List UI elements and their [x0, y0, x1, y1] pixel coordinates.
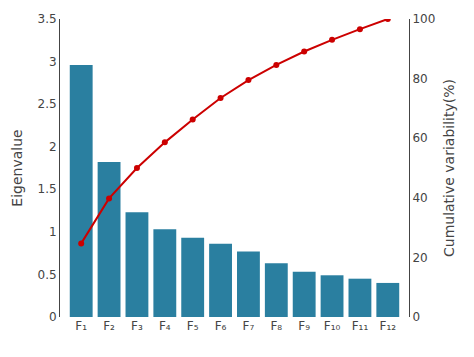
svg-text:F₆: F₆ [215, 319, 227, 333]
svg-text:0: 0 [412, 310, 420, 324]
svg-text:F₃: F₃ [131, 319, 143, 333]
svg-text:F₄: F₄ [159, 319, 171, 333]
svg-text:F₈: F₈ [270, 319, 282, 333]
svg-text:2.5: 2.5 [38, 97, 57, 111]
svg-text:F₉: F₉ [298, 319, 310, 333]
svg-text:2: 2 [49, 140, 57, 154]
svg-text:0.5: 0.5 [38, 268, 57, 282]
svg-text:F₇: F₇ [243, 319, 255, 333]
svg-text:60: 60 [412, 131, 427, 145]
svg-text:100: 100 [412, 12, 435, 26]
svg-text:Eigenvalue: Eigenvalue [9, 129, 25, 206]
svg-text:3: 3 [49, 55, 57, 69]
svg-text:F₂: F₂ [103, 319, 115, 333]
svg-text:F₁: F₁ [75, 319, 87, 333]
svg-text:1: 1 [49, 225, 57, 239]
svg-text:1.5: 1.5 [38, 182, 57, 196]
svg-text:F₁₁: F₁₁ [352, 319, 369, 333]
svg-text:0: 0 [49, 310, 57, 324]
svg-text:80: 80 [412, 72, 427, 86]
svg-text:F₁₂: F₁₂ [380, 319, 397, 333]
svg-text:Cumulative variability(%): Cumulative variability(%) [441, 79, 457, 257]
svg-text:40: 40 [412, 191, 427, 205]
svg-text:20: 20 [412, 251, 427, 265]
svg-text:F₅: F₅ [187, 319, 199, 333]
svg-text:3.5: 3.5 [38, 12, 57, 26]
svg-text:F₁₀: F₁₀ [324, 319, 341, 333]
